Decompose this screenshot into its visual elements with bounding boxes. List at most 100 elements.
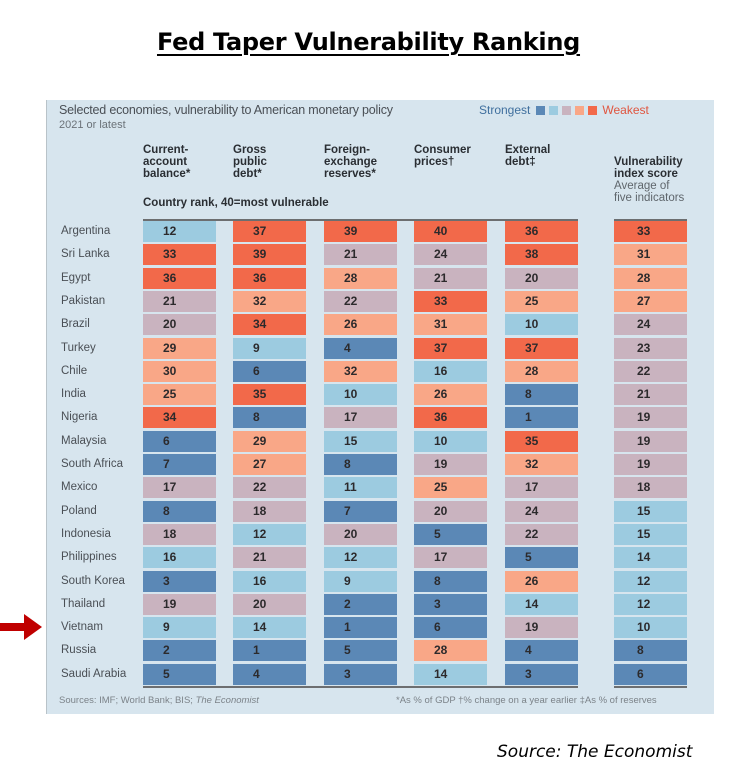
footer-sources-italic: The Economist: [195, 695, 259, 706]
cell-gross-public-debt: 32: [233, 290, 306, 312]
cell-consumer-prices: 28: [414, 640, 487, 662]
cell-fx-reserves: 10: [324, 384, 397, 406]
cell-fx-reserves: 26: [324, 314, 397, 336]
cell-current-account: 33: [143, 244, 216, 266]
cell-consumer-prices: 6: [414, 617, 487, 639]
country-label: South Korea: [61, 574, 125, 587]
cell-vulnerability-score: 15: [614, 523, 687, 545]
cell-consumer-prices: 10: [414, 430, 487, 452]
cell-vulnerability-score: 31: [614, 244, 687, 266]
country-label: Chile: [61, 364, 88, 377]
rank-note: Country rank, 40=most vulnerable: [143, 197, 329, 209]
top-rule-score: [614, 219, 687, 221]
column-header-consumer-prices: Consumer prices†: [414, 144, 471, 168]
column-header-current-account: Current- account balance*: [143, 144, 191, 180]
cell-external-debt: 19: [505, 617, 578, 639]
cell-fx-reserves: 11: [324, 477, 397, 499]
country-label: Brazil: [61, 318, 90, 331]
cell-external-debt: 25: [505, 290, 578, 312]
cell-external-debt: 35: [505, 430, 578, 452]
cell-gross-public-debt: 9: [233, 337, 306, 359]
cell-vulnerability-score: 28: [614, 267, 687, 289]
cell-fx-reserves: 4: [324, 337, 397, 359]
cell-vulnerability-score: 23: [614, 337, 687, 359]
country-label: Vietnam: [61, 621, 103, 634]
cell-current-account: 25: [143, 384, 216, 406]
cell-current-account: 21: [143, 290, 216, 312]
country-label: Turkey: [61, 341, 96, 354]
cell-external-debt: 3: [505, 663, 578, 685]
cell-vulnerability-score: 15: [614, 500, 687, 522]
cell-external-debt: 17: [505, 477, 578, 499]
cell-gross-public-debt: 34: [233, 314, 306, 336]
cell-current-account: 7: [143, 454, 216, 475]
page-title: Fed Taper Vulnerability Ranking: [156, 28, 581, 56]
cell-gross-public-debt: 36: [233, 267, 306, 289]
cell-external-debt: 38: [505, 244, 578, 266]
top-rule: [143, 219, 578, 221]
cell-consumer-prices: 5: [414, 523, 487, 545]
country-label: Philippines: [61, 551, 117, 564]
cell-gross-public-debt: 27: [233, 454, 306, 475]
cell-vulnerability-score: 22: [614, 360, 687, 382]
country-label: Argentina: [61, 225, 111, 237]
cell-current-account: 17: [143, 477, 216, 499]
country-label: South Africa: [61, 458, 124, 470]
column-header-note: Average of five indicators: [614, 180, 685, 204]
country-label: Pakistan: [61, 294, 106, 307]
cell-vulnerability-score: 19: [614, 454, 687, 475]
cell-current-account: 29: [143, 337, 216, 359]
cell-consumer-prices: 17: [414, 547, 487, 569]
cell-vulnerability-score: 21: [614, 384, 687, 406]
cell-fx-reserves: 15: [324, 430, 397, 452]
country-label: Sri Lanka: [61, 248, 110, 261]
cell-fx-reserves: 17: [324, 407, 397, 429]
country-label: Poland: [61, 504, 97, 517]
cell-gross-public-debt: 6: [233, 360, 306, 382]
cell-external-debt: 8: [505, 384, 578, 406]
cell-current-account: 34: [143, 407, 216, 429]
cell-fx-reserves: 28: [324, 267, 397, 289]
highlight-arrow-icon: [0, 614, 42, 640]
country-label: Indonesia: [61, 527, 111, 540]
country-label: Nigeria: [61, 411, 98, 424]
cell-gross-public-debt: 39: [233, 244, 306, 266]
column-header-fx-reserves: Foreign- exchange reserves*: [324, 144, 378, 180]
country-label: Russia: [61, 644, 97, 657]
column-header-label: Vulnerability index score: [614, 156, 683, 180]
chart-subtitle: 2021 or latest: [59, 119, 126, 131]
cell-external-debt: 28: [505, 360, 578, 382]
cell-current-account: 12: [143, 221, 216, 242]
cell-external-debt: 1: [505, 407, 578, 429]
cell-gross-public-debt: 35: [233, 384, 306, 406]
cell-fx-reserves: 1: [324, 617, 397, 639]
cell-current-account: 36: [143, 267, 216, 289]
cell-consumer-prices: 3: [414, 593, 487, 615]
cell-current-account: 18: [143, 523, 216, 545]
cell-external-debt: 37: [505, 337, 578, 359]
cell-current-account: 9: [143, 617, 216, 639]
cell-external-debt: 20: [505, 267, 578, 289]
cell-gross-public-debt: 12: [233, 523, 306, 545]
cell-vulnerability-score: 18: [614, 477, 687, 499]
cell-vulnerability-score: 24: [614, 314, 687, 336]
country-label: Malaysia: [61, 434, 107, 447]
footer-sources: Sources: IMF; World Bank; BIS; The Econo…: [59, 695, 259, 706]
column-header-gross-public-debt: Gross public debt*: [233, 144, 267, 180]
cell-vulnerability-score: 27: [614, 290, 687, 312]
cell-fx-reserves: 12: [324, 547, 397, 569]
cell-fx-reserves: 9: [324, 570, 397, 592]
cell-external-debt: 14: [505, 593, 578, 615]
cell-vulnerability-score: 19: [614, 407, 687, 429]
cell-external-debt: 22: [505, 523, 578, 545]
cell-consumer-prices: 24: [414, 244, 487, 266]
cell-consumer-prices: 40: [414, 221, 487, 242]
cell-external-debt: 4: [505, 640, 578, 662]
cell-current-account: 19: [143, 593, 216, 615]
cell-gross-public-debt: 29: [233, 430, 306, 452]
cell-consumer-prices: 8: [414, 570, 487, 592]
cell-gross-public-debt: 21: [233, 547, 306, 569]
cell-current-account: 2: [143, 640, 216, 662]
cell-external-debt: 36: [505, 221, 578, 242]
cell-external-debt: 10: [505, 314, 578, 336]
